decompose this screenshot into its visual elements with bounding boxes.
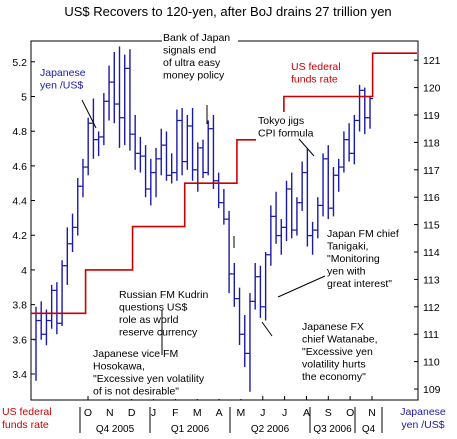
right-axis: 109 110 111 112 113 114 115 116 117 118 119 120 121 <box>414 55 441 396</box>
month-label: J <box>282 407 287 419</box>
annotation-boj: Bank of Japan signals end of ultra easy mon… <box>163 32 230 82</box>
month-label: S <box>325 407 332 419</box>
annotation-kudrin: Russian FM Kudrin questions US$ role as wo… <box>119 289 208 339</box>
left-tick-label: 3.4 <box>12 369 27 381</box>
left-tick-label: 3.8 <box>12 300 27 312</box>
right-tick-label: 109 <box>423 384 441 396</box>
annotation-arrow <box>81 99 97 129</box>
annotation-fed-top: US federal funds rate <box>291 61 341 86</box>
right-tick-label: 115 <box>423 220 440 232</box>
month-label: N <box>106 407 114 419</box>
right-tick-label: 111 <box>423 329 439 341</box>
left-tick-label: 4 <box>21 265 27 277</box>
quarter-label: Q3 2006 <box>313 424 352 435</box>
annotation-yen-label: Japanese yen /US$ <box>40 67 86 92</box>
annotation-backdrop <box>92 345 242 399</box>
ohlc-bar <box>367 95 373 129</box>
left-tick-label: 4.6 <box>12 161 27 173</box>
right-tick-label: 120 <box>423 83 441 95</box>
yen-bars <box>33 46 373 392</box>
annotation-watanabe: Japanese FX chief Watanabe, "Excessive yen… <box>302 321 378 383</box>
month-label: A <box>216 407 223 419</box>
annotation-tokyo: Tokyo jigs CPI formula <box>258 115 314 140</box>
month-label: J <box>260 407 265 419</box>
left-tick-label: 4.4 <box>12 196 27 208</box>
annotation-arrow <box>261 321 273 337</box>
left-tick-label: 3.6 <box>12 334 27 346</box>
annotation-backdrop <box>326 225 408 291</box>
month-label: M <box>193 407 202 419</box>
month-label: J <box>151 407 156 419</box>
right-tick-label: 121 <box>423 55 441 67</box>
funds-rate-line <box>31 52 417 315</box>
quarter-label: Q4 2005 <box>96 424 135 435</box>
right-tick-label: 113 <box>423 274 440 286</box>
annotation-backdrop <box>162 30 238 108</box>
right-tick-label: 118 <box>423 137 440 149</box>
month-label: O <box>84 407 92 419</box>
x-axis: O N D J F M A M J J A S O N Q4 2005 Q1 2006 Q2 2006 Q3 20… <box>79 396 383 435</box>
left-axis: 3.4 3.6 3.8 4 4.2 4.4 4.6 4.8 5 5.2 <box>12 57 35 381</box>
annotations: Japanese yen /US$ Bank of Japan signals end… <box>2 30 446 431</box>
right-tick-label: 119 <box>423 110 440 122</box>
month-label: F <box>172 407 178 419</box>
left-tick-label: 4.2 <box>12 230 27 242</box>
annotation-yen-bottom: Japanese yen /US$ <box>400 406 446 431</box>
right-tick-label: 114 <box>423 247 440 259</box>
month-label: D <box>128 407 136 419</box>
right-tick-label: 116 <box>423 192 440 204</box>
annotation-backdrop <box>256 112 320 142</box>
annotation-tanigaki: Japan FM chief Tanigaki, "Monitoring yen wi… <box>327 228 399 290</box>
chart-title: US$ Recovers to 120-yen, after BoJ drain… <box>64 4 391 19</box>
annotation-arrow <box>277 275 326 298</box>
right-tick-label: 112 <box>423 302 440 314</box>
month-label: N <box>368 407 376 419</box>
quarter-label: Q2 2006 <box>251 424 290 435</box>
month-label: O <box>346 407 354 419</box>
annotation-backdrop <box>300 318 396 384</box>
funds-rate-series <box>31 52 417 315</box>
month-label: A <box>303 407 310 419</box>
left-tick-label: 5.2 <box>12 57 27 69</box>
right-tick-label: 110 <box>423 357 440 369</box>
annotation-fed-bottom: US federal funds rate <box>2 406 52 431</box>
annotation-arrow <box>298 138 315 157</box>
left-tick-label: 5 <box>21 91 27 103</box>
annotation-hosokawa: Japanese vice FM Hosokawa, "Excessive yen … <box>93 348 205 398</box>
right-tick-label: 117 <box>423 165 440 177</box>
quarter-label: Q4 <box>362 424 376 435</box>
left-tick-label: 4.8 <box>12 126 27 138</box>
annotation-backdrop <box>118 285 218 339</box>
quarter-label: Q1 2006 <box>171 424 210 435</box>
month-label: M <box>237 407 246 419</box>
